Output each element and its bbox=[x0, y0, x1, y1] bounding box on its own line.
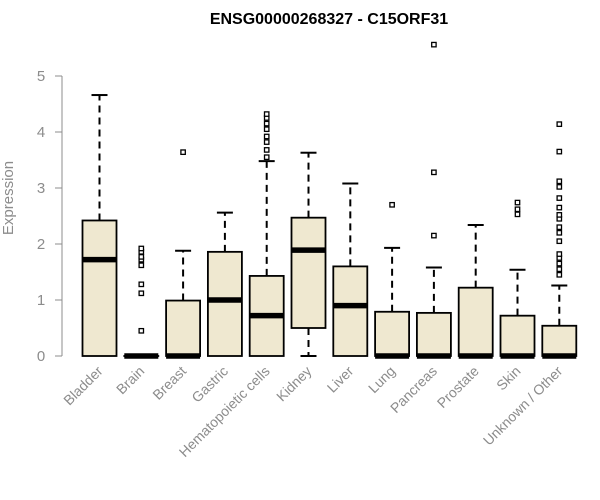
box-iqr bbox=[457, 286, 494, 357]
outlier-point bbox=[138, 290, 145, 297]
outlier-point bbox=[514, 199, 521, 206]
outlier-point bbox=[514, 206, 521, 213]
outlier-point bbox=[556, 184, 563, 190]
box-prostate bbox=[457, 223, 494, 359]
outlier-point bbox=[138, 245, 145, 252]
y-tick-label: 5 bbox=[37, 68, 45, 85]
box-liver bbox=[332, 182, 369, 357]
outlier-point bbox=[556, 121, 563, 128]
outlier-point bbox=[556, 204, 563, 211]
y-tick-label: 2 bbox=[37, 236, 45, 253]
box-iqr bbox=[81, 219, 118, 357]
x-tick-label: Brain bbox=[113, 363, 147, 397]
box-iqr bbox=[332, 265, 369, 357]
outlier-point bbox=[263, 133, 270, 140]
outlier-point bbox=[556, 238, 563, 245]
box-iqr bbox=[499, 314, 536, 357]
x-tick-label: Breast bbox=[149, 363, 189, 403]
x-tick-label: Lung bbox=[365, 363, 398, 396]
outlier-point bbox=[514, 211, 521, 218]
box-iqr bbox=[290, 216, 327, 329]
outlier-point bbox=[556, 266, 563, 273]
box-series bbox=[81, 41, 578, 359]
box-gastric bbox=[206, 211, 243, 357]
outlier-point bbox=[556, 178, 563, 185]
y-tick-label: 3 bbox=[37, 180, 45, 197]
box-iqr bbox=[206, 250, 243, 357]
outlier-point bbox=[138, 262, 145, 269]
outlier-point bbox=[556, 260, 563, 267]
outlier-point bbox=[389, 201, 395, 208]
outlier-point bbox=[556, 212, 563, 218]
box-bladder bbox=[81, 94, 118, 357]
outlier-point bbox=[138, 327, 145, 334]
y-tick-label: 1 bbox=[37, 292, 45, 309]
outlier-point bbox=[138, 254, 145, 260]
outlier-point bbox=[263, 154, 270, 161]
y-axis-label: Expression bbox=[0, 161, 17, 235]
box-iqr bbox=[374, 310, 411, 357]
outlier-point bbox=[263, 126, 270, 133]
outlier-point bbox=[431, 169, 437, 176]
y-tick-label: 0 bbox=[37, 348, 45, 365]
box-hematopoietic-cells bbox=[248, 111, 285, 357]
outlier-point bbox=[556, 271, 563, 278]
outlier-point bbox=[556, 148, 563, 155]
box-unknown-other bbox=[541, 121, 578, 359]
box-iqr bbox=[541, 324, 578, 357]
outlier-point bbox=[556, 229, 563, 236]
x-tick-label: Unknown / Other bbox=[480, 363, 566, 449]
y-axis: 0 1 2 3 4 5 bbox=[37, 68, 63, 365]
outlier-point bbox=[556, 224, 563, 231]
box-breast bbox=[165, 149, 202, 359]
x-tick-label: Liver bbox=[324, 363, 357, 396]
x-tick-label: Skin bbox=[493, 363, 524, 394]
box-iqr bbox=[165, 299, 202, 357]
outlier-point bbox=[138, 281, 145, 288]
outlier-point bbox=[180, 149, 186, 156]
outlier-point bbox=[263, 120, 270, 127]
outlier-point bbox=[263, 139, 270, 145]
outlier-point bbox=[263, 111, 270, 117]
outlier-point bbox=[431, 41, 437, 48]
x-tick-label: Kidney bbox=[273, 363, 315, 405]
box-pancreas bbox=[415, 41, 452, 359]
box-kidney bbox=[290, 151, 327, 357]
y-tick-label: 4 bbox=[37, 124, 45, 141]
outlier-point bbox=[263, 147, 270, 153]
box-iqr bbox=[415, 311, 452, 357]
outlier-point bbox=[556, 251, 563, 257]
outlier-point bbox=[431, 232, 437, 239]
box-brain bbox=[123, 245, 160, 359]
outlier-point bbox=[556, 195, 563, 201]
box-lung bbox=[374, 201, 411, 359]
box-skin bbox=[499, 199, 536, 359]
x-tick-label: Bladder bbox=[60, 363, 106, 409]
chart-title: ENSG00000268327 - C15ORF31 bbox=[210, 11, 448, 28]
x-tick-label: Prostate bbox=[434, 363, 482, 411]
